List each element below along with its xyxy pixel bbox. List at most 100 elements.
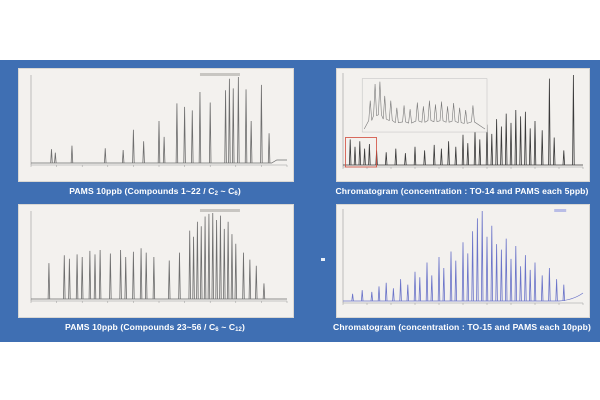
peak-3 <box>70 145 74 164</box>
baseline-trace <box>343 292 584 302</box>
chart-tr-svg <box>342 73 584 169</box>
peak-16 <box>168 260 171 300</box>
peak-35 <box>572 74 575 166</box>
peak-8 <box>98 249 102 300</box>
peak-14 <box>442 268 445 302</box>
peak-17 <box>178 252 181 300</box>
peak-4 <box>75 254 79 300</box>
trace-header-label <box>199 73 240 76</box>
peak-36 <box>562 284 565 302</box>
peak-9 <box>109 253 112 300</box>
caption-tl-suffix: ) <box>237 186 241 196</box>
peak-21 <box>481 210 484 302</box>
peak-32 <box>533 262 537 302</box>
peak-34 <box>548 268 551 302</box>
peak-4 <box>104 148 107 164</box>
trace-header-label <box>554 209 567 212</box>
peak-29 <box>529 128 532 166</box>
peak-34 <box>262 283 266 300</box>
peak-11 <box>124 256 127 300</box>
peak-10 <box>413 146 417 166</box>
chart-br-svg <box>342 209 584 305</box>
caption-bl-suffix: ) <box>242 322 245 332</box>
peak-1 <box>349 139 352 166</box>
peak-22 <box>485 236 489 302</box>
peak-13 <box>437 256 441 302</box>
peak-28 <box>524 111 527 166</box>
caption-bl-mid: ~ C <box>218 322 236 332</box>
peak-33 <box>553 137 556 166</box>
peak-1 <box>50 149 53 164</box>
peak-18 <box>237 76 240 164</box>
peak-23 <box>500 126 503 166</box>
peak-2 <box>63 255 66 300</box>
peak-24 <box>211 212 214 300</box>
caption-bl-sub1: 6 <box>215 327 219 333</box>
peak-6 <box>392 288 395 302</box>
peak-17 <box>461 242 465 302</box>
caption-tl-sub2: 6 <box>234 191 238 197</box>
peak-10 <box>175 103 179 164</box>
peak-28 <box>226 221 230 300</box>
peak-22 <box>495 119 498 166</box>
peak-10 <box>418 277 421 302</box>
baseline-trace <box>31 159 287 164</box>
peak-8 <box>406 284 409 302</box>
peak-27 <box>519 116 522 166</box>
peak-16 <box>454 260 457 302</box>
peak-2 <box>361 290 364 302</box>
peak-31 <box>529 269 532 302</box>
peak-14 <box>145 252 148 300</box>
caption-tl-sub1: 2 <box>214 191 218 197</box>
peak-25 <box>500 249 503 302</box>
chart-tl-svg <box>30 73 288 167</box>
peak-32 <box>248 259 252 300</box>
peak-12 <box>433 144 436 166</box>
peak-3 <box>370 291 373 302</box>
peak-11 <box>423 150 426 166</box>
peak-30 <box>234 243 237 300</box>
peak-26 <box>514 109 517 166</box>
peak-20 <box>249 120 253 164</box>
peak-25 <box>509 122 513 166</box>
peak-7 <box>93 254 97 300</box>
peak-17 <box>232 88 235 164</box>
peak-4 <box>377 286 381 302</box>
panel-marker <box>321 258 325 261</box>
caption-top-left: PAMS 10ppb (Compounds 1~22 / C2 ~ C6) <box>18 186 292 197</box>
peak-5 <box>385 282 388 302</box>
peak-14 <box>209 102 212 164</box>
peak-11 <box>425 262 429 302</box>
peak-15 <box>449 251 453 302</box>
peak-35 <box>555 279 558 302</box>
peak-19 <box>192 236 195 300</box>
peak-30 <box>533 120 537 166</box>
peak-18 <box>188 230 191 300</box>
peak-33 <box>255 265 258 300</box>
peak-27 <box>223 228 226 300</box>
peak-13 <box>198 91 202 164</box>
peak-19 <box>471 231 474 302</box>
peak-23 <box>207 213 211 300</box>
peak-30 <box>524 255 527 302</box>
chart-bl-svg <box>30 209 288 303</box>
peak-12 <box>430 275 433 302</box>
caption-bottom-left: PAMS 10ppb (Compounds 23~56 / C6 ~ C12) <box>18 322 292 333</box>
inset-frame <box>361 78 488 133</box>
peak-29 <box>519 266 522 302</box>
peak-13 <box>440 148 443 166</box>
caption-bl-sub2: 12 <box>235 327 242 333</box>
caption-top-right: Chromatogram (concentration : TO-14 and … <box>335 186 589 196</box>
peak-17 <box>466 143 469 166</box>
peak-31 <box>242 252 245 300</box>
peak-2 <box>353 146 357 166</box>
peak-27 <box>509 258 513 302</box>
caption-bottom-right: Chromatogram (concentration : TO-15 and … <box>333 322 591 332</box>
peak-12 <box>132 251 135 300</box>
peak-1 <box>351 293 354 302</box>
peak-7 <box>385 152 388 166</box>
peak-5 <box>81 256 84 300</box>
peak-28 <box>514 245 517 302</box>
peak-8 <box>394 148 397 166</box>
caption-tl-prefix: PAMS 10ppb (Compounds 1~22 / C <box>69 186 215 196</box>
